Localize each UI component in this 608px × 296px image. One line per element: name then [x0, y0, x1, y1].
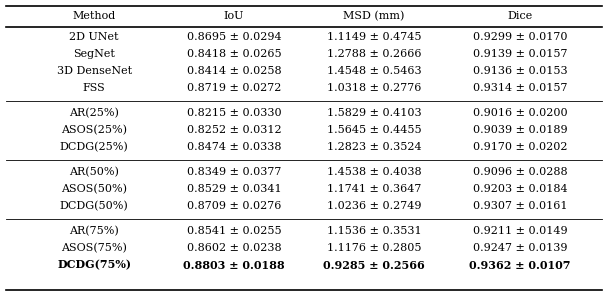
- Text: 0.8474 ± 0.0338: 0.8474 ± 0.0338: [187, 142, 282, 152]
- Text: 0.8529 ± 0.0341: 0.8529 ± 0.0341: [187, 184, 282, 194]
- Text: 0.9139 ± 0.0157: 0.9139 ± 0.0157: [472, 49, 567, 59]
- Text: 1.5829 ± 0.4103: 1.5829 ± 0.4103: [326, 108, 421, 118]
- Text: MSD (mm): MSD (mm): [344, 11, 404, 21]
- Text: 0.9299 ± 0.0170: 0.9299 ± 0.0170: [472, 32, 567, 42]
- Text: 0.8418 ± 0.0265: 0.8418 ± 0.0265: [187, 49, 282, 59]
- Text: 0.8414 ± 0.0258: 0.8414 ± 0.0258: [187, 66, 282, 76]
- Text: 0.9285 ± 0.2566: 0.9285 ± 0.2566: [323, 260, 425, 271]
- Text: DCDG(25%): DCDG(25%): [60, 142, 129, 152]
- Text: 1.5645 ± 0.4455: 1.5645 ± 0.4455: [326, 125, 421, 135]
- Text: 0.9039 ± 0.0189: 0.9039 ± 0.0189: [472, 125, 567, 135]
- Text: AR(25%): AR(25%): [69, 108, 119, 118]
- Text: 0.8215 ± 0.0330: 0.8215 ± 0.0330: [187, 108, 282, 118]
- Text: 1.2788 ± 0.2666: 1.2788 ± 0.2666: [326, 49, 421, 59]
- Text: Dice: Dice: [507, 11, 533, 21]
- Text: IoU: IoU: [224, 11, 244, 21]
- Text: 1.1149 ± 0.4745: 1.1149 ± 0.4745: [326, 32, 421, 42]
- Text: 0.8541 ± 0.0255: 0.8541 ± 0.0255: [187, 226, 282, 236]
- Text: 0.8695 ± 0.0294: 0.8695 ± 0.0294: [187, 32, 282, 42]
- Text: SegNet: SegNet: [74, 49, 115, 59]
- Text: 0.9203 ± 0.0184: 0.9203 ± 0.0184: [472, 184, 567, 194]
- Text: 1.1741 ± 0.3647: 1.1741 ± 0.3647: [326, 184, 421, 194]
- Text: Method: Method: [72, 11, 116, 21]
- Text: 1.1176 ± 0.2805: 1.1176 ± 0.2805: [326, 243, 421, 253]
- Text: 0.8709 ± 0.0276: 0.8709 ± 0.0276: [187, 201, 282, 211]
- Text: 0.8252 ± 0.0312: 0.8252 ± 0.0312: [187, 125, 282, 135]
- Text: 0.8349 ± 0.0377: 0.8349 ± 0.0377: [187, 167, 282, 177]
- Text: AR(75%): AR(75%): [69, 226, 119, 237]
- Text: 1.1536 ± 0.3531: 1.1536 ± 0.3531: [326, 226, 421, 236]
- Text: 1.4548 ± 0.5463: 1.4548 ± 0.5463: [326, 66, 421, 76]
- Text: 1.4538 ± 0.4038: 1.4538 ± 0.4038: [326, 167, 421, 177]
- Text: 0.9136 ± 0.0153: 0.9136 ± 0.0153: [472, 66, 567, 76]
- Text: FSS: FSS: [83, 83, 106, 93]
- Text: ASOS(25%): ASOS(25%): [61, 125, 127, 135]
- Text: 1.0236 ± 0.2749: 1.0236 ± 0.2749: [326, 201, 421, 211]
- Text: 0.8803 ± 0.0188: 0.8803 ± 0.0188: [183, 260, 285, 271]
- Text: ASOS(50%): ASOS(50%): [61, 184, 127, 194]
- Text: 0.9247 ± 0.0139: 0.9247 ± 0.0139: [472, 243, 567, 253]
- Text: 3D DenseNet: 3D DenseNet: [57, 66, 132, 76]
- Text: AR(50%): AR(50%): [69, 167, 119, 177]
- Text: 1.2823 ± 0.3524: 1.2823 ± 0.3524: [326, 142, 421, 152]
- Text: 1.0318 ± 0.2776: 1.0318 ± 0.2776: [326, 83, 421, 93]
- Text: 0.9307 ± 0.0161: 0.9307 ± 0.0161: [472, 201, 567, 211]
- Text: 0.9314 ± 0.0157: 0.9314 ± 0.0157: [472, 83, 567, 93]
- Text: 0.9016 ± 0.0200: 0.9016 ± 0.0200: [472, 108, 567, 118]
- Text: 0.9362 ± 0.0107: 0.9362 ± 0.0107: [469, 260, 570, 271]
- Text: ASOS(75%): ASOS(75%): [61, 243, 127, 253]
- Text: 0.8602 ± 0.0238: 0.8602 ± 0.0238: [187, 243, 282, 253]
- Text: DCDG(50%): DCDG(50%): [60, 201, 129, 211]
- Text: DCDG(75%): DCDG(75%): [57, 260, 131, 271]
- Text: 0.9170 ± 0.0202: 0.9170 ± 0.0202: [472, 142, 567, 152]
- Text: 0.8719 ± 0.0272: 0.8719 ± 0.0272: [187, 83, 282, 93]
- Text: 0.9211 ± 0.0149: 0.9211 ± 0.0149: [472, 226, 567, 236]
- Text: 2D UNet: 2D UNet: [69, 32, 119, 42]
- Text: 0.9096 ± 0.0288: 0.9096 ± 0.0288: [472, 167, 567, 177]
